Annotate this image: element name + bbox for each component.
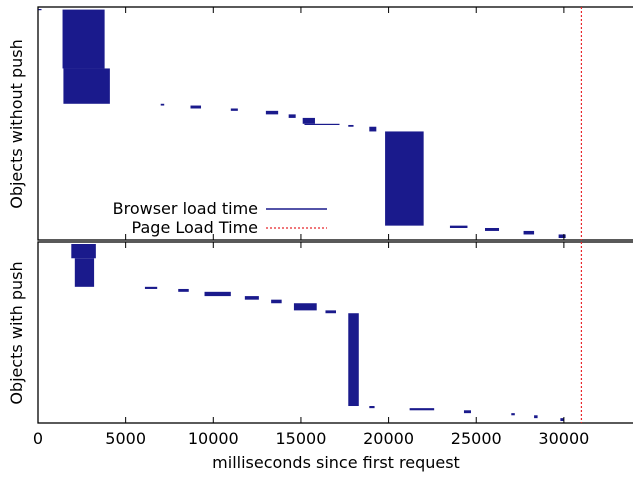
top-segment-6: [265, 110, 279, 115]
x-tick-label-5000: 5000: [105, 429, 146, 448]
x-tick-label-10000: 10000: [188, 429, 239, 448]
top-segment-0: [38, 9, 42, 11]
top-segment-11: [369, 126, 377, 132]
legend-label-page-load-time: Page Load Time: [132, 218, 258, 237]
bottom-segment-11: [409, 408, 435, 411]
top-segment-4: [190, 105, 202, 109]
x-axis: 0 5000 10000 15000 20000 25000 30000: [33, 7, 589, 448]
bottom-segment-10: [369, 406, 375, 409]
x-tick-label-25000: 25000: [451, 429, 502, 448]
top-segment-14: [485, 227, 500, 231]
x-tick-label-15000: 15000: [275, 429, 326, 448]
bottom-segment-9: [348, 313, 359, 407]
bottom-segment-0: [71, 244, 96, 259]
top-segment-7: [288, 114, 296, 118]
top-segment-10: [348, 124, 354, 127]
bottom-segment-14: [534, 415, 538, 419]
bottom-segment-15: [560, 418, 564, 421]
bottom-segment-6: [271, 299, 282, 304]
bottom-segment-7: [293, 303, 317, 311]
top-segment-1: [62, 9, 105, 69]
top-segment-15: [523, 230, 535, 235]
bottom-segment-8: [325, 310, 336, 314]
x-tick-label-30000: 30000: [538, 429, 589, 448]
legend-label-browser-load-time: Browser load time: [113, 199, 258, 218]
top-segment-8: [302, 117, 315, 124]
ylabel-bottom: Objects with push: [7, 261, 26, 404]
x-tick-label-0: 0: [33, 429, 43, 448]
top-segment-16: [558, 234, 566, 238]
series-bottom-waterfall: [71, 244, 564, 421]
series-top-waterfall: [38, 9, 566, 238]
plot-frame-top: [37, 6, 633, 241]
plot-frame-bottom: [37, 241, 633, 424]
ylabel-top: Objects without push: [7, 39, 26, 209]
bottom-segment-13: [511, 413, 515, 416]
top-segment-3: [160, 103, 165, 106]
bottom-segment-4: [204, 291, 231, 297]
top-segment-5: [230, 108, 238, 111]
xlabel: milliseconds since first request: [212, 453, 460, 472]
x-tick-label-20000: 20000: [363, 429, 414, 448]
bottom-segment-1: [74, 258, 95, 287]
bottom-segment-12: [463, 410, 471, 414]
top-segment-13: [449, 225, 468, 228]
bottom-segment-5: [244, 296, 259, 300]
bottom-segment-3: [178, 288, 189, 292]
bottom-segment-2: [144, 286, 158, 289]
legend: Browser load time Page Load Time: [113, 199, 327, 237]
top-segment-9: [304, 123, 340, 125]
top-segment-12: [385, 131, 424, 226]
top-segment-2: [63, 68, 110, 104]
